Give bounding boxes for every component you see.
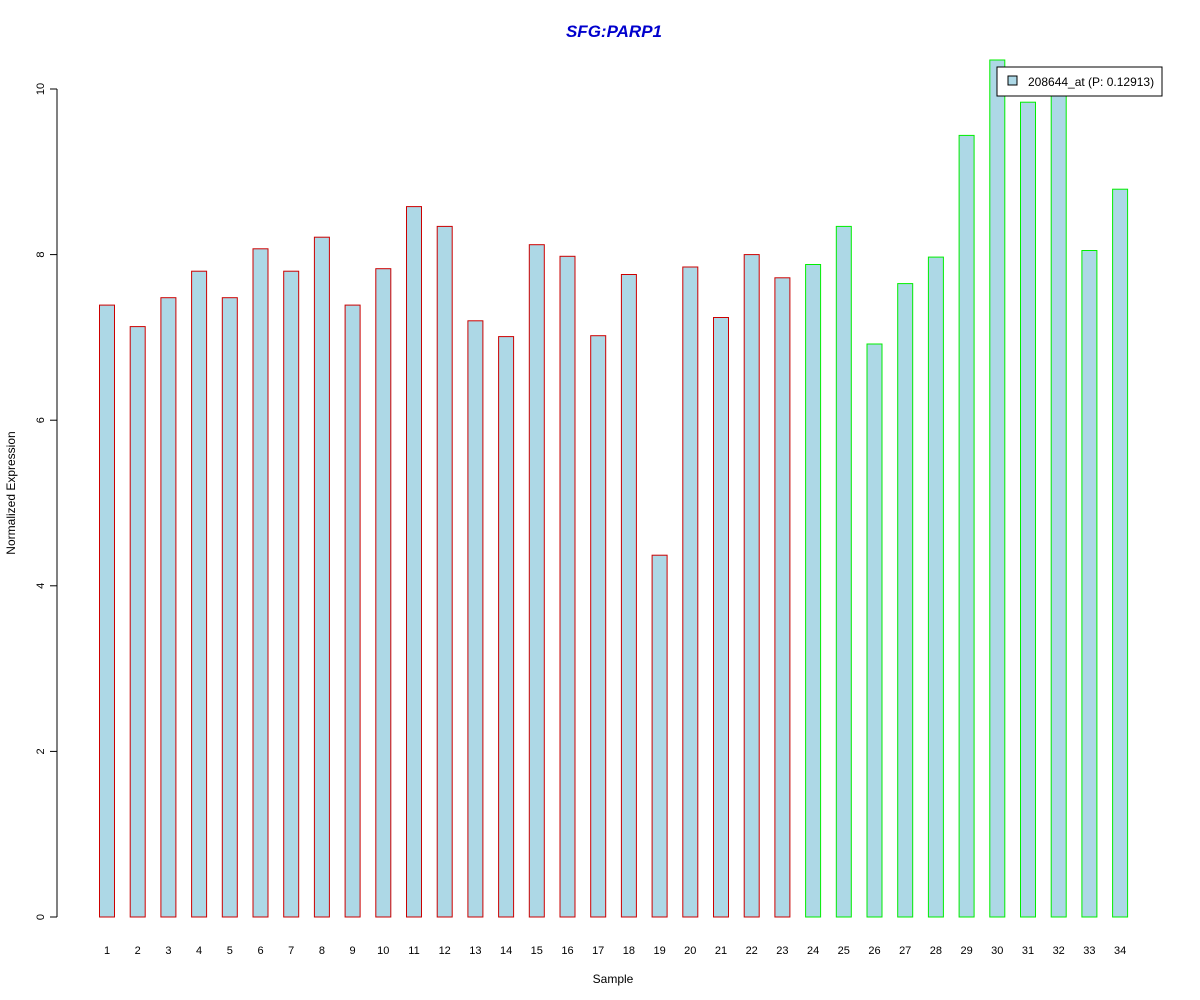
bar (651, 554, 668, 918)
bar (528, 244, 545, 918)
bar (406, 206, 422, 918)
x-tick-label: 8 (319, 945, 325, 957)
x-tick-label: 16 (561, 945, 573, 957)
bar (927, 256, 944, 918)
bar (866, 343, 883, 918)
bar (1081, 250, 1098, 918)
bar (375, 268, 392, 918)
bar (129, 326, 146, 918)
bar (897, 283, 914, 918)
bar (835, 225, 852, 918)
bar (559, 255, 576, 918)
bars (99, 59, 1129, 918)
bar (344, 304, 361, 918)
bar (1050, 92, 1067, 918)
bar (958, 134, 975, 918)
x-tick-label: 14 (500, 945, 512, 957)
bar (1112, 188, 1129, 918)
legend-label: 208644_at (P: 0.12913) (1028, 75, 1154, 89)
y-tick-label: 6 (35, 417, 47, 423)
legend-swatch (1007, 75, 1018, 86)
bar (252, 248, 269, 918)
x-tick-label: 13 (469, 945, 481, 957)
x-tick-label: 9 (350, 945, 356, 957)
bar (160, 297, 177, 918)
y-tick-label: 4 (35, 583, 47, 589)
bar (989, 59, 1006, 918)
bar (774, 277, 791, 918)
bar (283, 270, 300, 918)
bar (191, 270, 208, 918)
bar (498, 336, 515, 918)
y-axis: 0 2 4 6 8 10 (35, 83, 58, 920)
x-tick-label: 2 (135, 945, 141, 957)
y-tick-label: 0 (35, 914, 47, 920)
legend: 208644_at (P: 0.12913) (996, 66, 1163, 97)
x-tick-label: 27 (899, 945, 911, 957)
bar (620, 274, 637, 918)
bar (221, 297, 238, 918)
x-tick-label: 18 (623, 945, 635, 957)
x-tick-label: 5 (227, 945, 233, 957)
x-tick-label: 34 (1114, 945, 1126, 957)
x-tick-label: 11 (408, 945, 419, 957)
x-tick-label: 33 (1083, 945, 1095, 957)
legend-box (996, 66, 1163, 97)
bar (99, 304, 115, 918)
x-tick-label: 23 (776, 945, 788, 957)
bar (313, 236, 330, 918)
bar (590, 335, 607, 918)
x-tick-label: 24 (807, 945, 819, 957)
x-tick-label: 19 (653, 945, 665, 957)
x-tick-label: 15 (531, 945, 543, 957)
y-tick-label: 2 (35, 748, 47, 754)
x-tick-label: 25 (838, 945, 850, 957)
bar (743, 254, 760, 918)
x-tick-label: 6 (257, 945, 263, 957)
x-tick-labels: 1 2 3 4 5 6 7 8 9 10 11 12 13 14 15 16 17 18 19 20 21 22 23 24 2… (104, 945, 1126, 957)
x-tick-label: 22 (746, 945, 758, 957)
x-tick-label: 30 (991, 945, 1003, 957)
bar (436, 225, 453, 918)
x-tick-label: 4 (196, 945, 202, 957)
x-tick-label: 21 (715, 945, 727, 957)
x-tick-label: 28 (930, 945, 942, 957)
y-tick-label: 10 (35, 83, 47, 95)
x-tick-label: 12 (439, 945, 451, 957)
bar (1020, 101, 1036, 918)
x-tick-label: 26 (868, 945, 880, 957)
chart-title: SFG:PARP1 (566, 22, 662, 41)
x-tick-label: 7 (288, 945, 294, 957)
y-axis-label: Normalized Expression (4, 431, 18, 554)
x-tick-label: 3 (165, 945, 171, 957)
x-tick-label: 10 (377, 945, 389, 957)
bar (467, 320, 484, 918)
x-tick-label: 1 (104, 945, 110, 957)
x-tick-label: 17 (592, 945, 604, 957)
x-tick-label: 29 (960, 945, 972, 957)
x-tick-label: 31 (1022, 945, 1034, 957)
y-tick-label: 8 (35, 252, 47, 258)
x-axis-label: Sample (593, 972, 634, 986)
bar (682, 266, 699, 918)
bar (713, 317, 729, 918)
x-tick-label: 32 (1053, 945, 1065, 957)
bar (805, 264, 822, 918)
x-tick-label: 20 (684, 945, 696, 957)
